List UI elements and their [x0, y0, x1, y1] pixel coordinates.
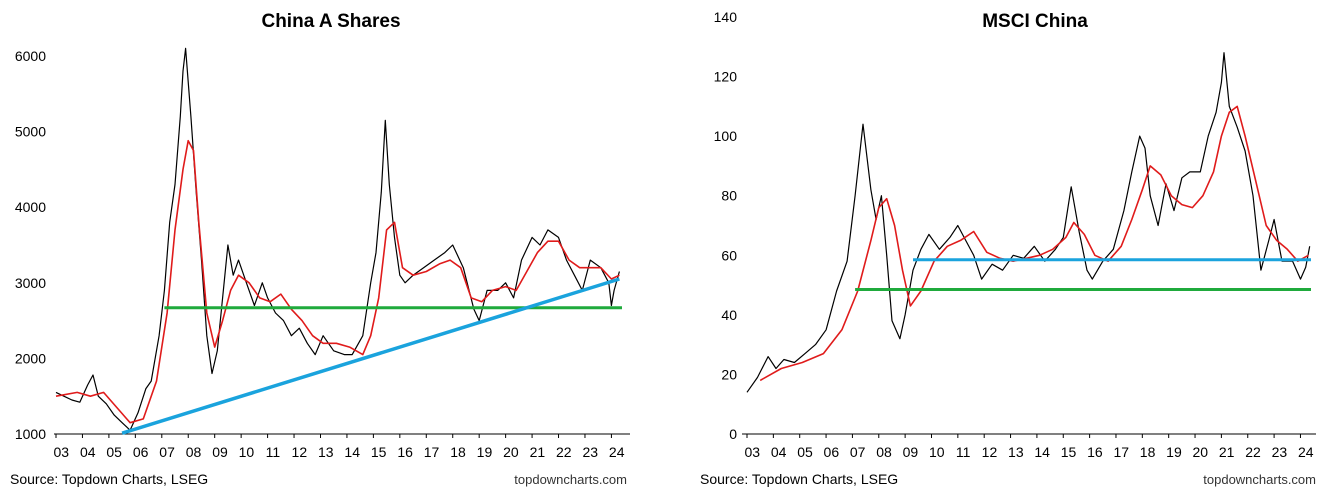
chart-title-right: MSCI China	[982, 11, 1088, 32]
website-left: topdowncharts.com	[514, 472, 627, 487]
x-tick-label: 13	[1008, 444, 1024, 460]
y-tick-label: 120	[714, 69, 738, 85]
y-tick-label: 4000	[15, 199, 46, 215]
x-tick-label: 18	[1140, 444, 1156, 460]
x-tick-label: 15	[371, 444, 387, 460]
x-tick-label: 17	[424, 444, 440, 460]
plot-area-right	[746, 52, 1311, 393]
chart-china-a-shares: China A Shares 100020003000400050006000 …	[10, 11, 630, 487]
y-tick-label: 20	[721, 366, 737, 382]
x-tick-label: 15	[1061, 444, 1077, 460]
x-tick-label: 14	[1034, 444, 1050, 460]
x-tick-label: 18	[450, 444, 466, 460]
x-tick-label: 07	[159, 444, 175, 460]
x-tick-label: 05	[797, 444, 813, 460]
x-tick-label: 12	[292, 444, 308, 460]
x-tick-label: 10	[929, 444, 945, 460]
chart-title-left: China A Shares	[261, 11, 400, 32]
x-tick-label: 04	[80, 444, 96, 460]
x-axis-right: 03 04 05 06 07 08 09 10 11 12 13 14 15 16 17 18 19 20 21 22…	[744, 434, 1314, 460]
source-left: Source: Topdown Charts, LSEG	[10, 471, 208, 487]
y-tick-label: 100	[714, 128, 738, 144]
x-axis-left: 03 04 05 06 07 08 09 10 11 12 13 14 15 16 17 18 19 20 21 22…	[54, 434, 625, 460]
y-tick-label: 80	[721, 188, 737, 204]
y-tick-label: 2000	[15, 350, 46, 366]
x-tick-label: 16	[1087, 444, 1103, 460]
series-price	[746, 52, 1311, 393]
x-tick-label: 06	[133, 444, 149, 460]
x-tick-label: 09	[903, 444, 919, 460]
y-tick-label: 40	[721, 307, 737, 323]
x-tick-label: 07	[850, 444, 866, 460]
chart-msci-china: MSCI China 0 20 40 60 80 100 120 140 03 04 05 06 07…	[700, 9, 1316, 487]
website-right: topdowncharts.com	[1203, 472, 1316, 487]
series-trend-line	[121, 277, 620, 435]
x-tick-label: 14	[344, 444, 360, 460]
x-tick-label: 03	[54, 444, 70, 460]
y-tick-label: 0	[729, 426, 737, 442]
x-tick-label: 12	[982, 444, 998, 460]
x-tick-label: 20	[503, 444, 519, 460]
x-tick-label: 22	[1245, 444, 1261, 460]
y-tick-label: 60	[721, 247, 737, 263]
x-tick-label: 21	[1219, 444, 1235, 460]
x-tick-label: 16	[397, 444, 413, 460]
x-tick-label: 21	[530, 444, 546, 460]
x-tick-label: 11	[956, 444, 971, 460]
x-tick-label: 24	[1298, 444, 1314, 460]
x-tick-label: 17	[1113, 444, 1129, 460]
x-tick-label: 08	[186, 444, 202, 460]
x-tick-label: 06	[824, 444, 840, 460]
x-tick-label: 09	[212, 444, 228, 460]
x-tick-label: 19	[477, 444, 493, 460]
x-tick-label: 03	[744, 444, 760, 460]
series-moving-average	[55, 139, 620, 424]
y-axis-right: 0 20 40 60 80 100 120 140	[714, 9, 738, 442]
x-tick-label: 08	[876, 444, 892, 460]
x-tick-label: 24	[609, 444, 625, 460]
x-tick-label: 13	[318, 444, 334, 460]
series-price	[55, 47, 620, 431]
y-tick-label: 5000	[15, 124, 46, 140]
y-axis-left: 1000 2000 3000 4000 5000 6000	[15, 48, 46, 442]
x-tick-label: 04	[771, 444, 787, 460]
x-tick-label: 11	[266, 444, 281, 460]
x-tick-label: 22	[556, 444, 572, 460]
source-right: Source: Topdown Charts, LSEG	[700, 471, 898, 487]
series-moving-average	[759, 105, 1309, 382]
x-tick-label: 23	[582, 444, 598, 460]
y-tick-label: 3000	[15, 275, 46, 291]
x-tick-label: 23	[1272, 444, 1288, 460]
x-tick-label: 19	[1166, 444, 1182, 460]
y-tick-label: 1000	[15, 426, 46, 442]
y-tick-label: 6000	[15, 48, 46, 64]
x-tick-label: 20	[1193, 444, 1209, 460]
y-tick-label: 140	[714, 9, 738, 25]
plot-area-left	[55, 47, 622, 435]
x-tick-label: 05	[106, 444, 122, 460]
x-tick-label: 10	[239, 444, 255, 460]
